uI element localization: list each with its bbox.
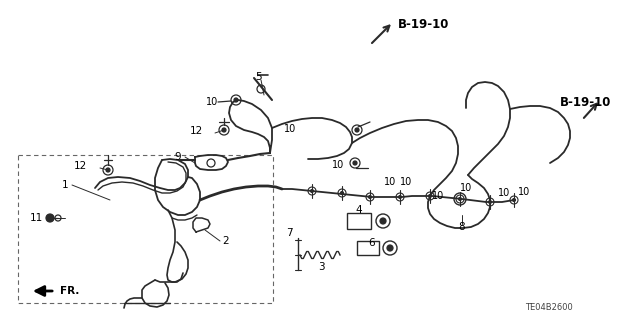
Text: 9: 9 <box>174 152 181 162</box>
Text: TE04B2600: TE04B2600 <box>525 303 573 313</box>
Circle shape <box>399 196 401 198</box>
Circle shape <box>106 168 110 172</box>
Circle shape <box>387 245 393 251</box>
Circle shape <box>429 195 431 197</box>
Circle shape <box>380 218 386 224</box>
Text: 10: 10 <box>518 187 531 197</box>
Text: 10: 10 <box>284 124 296 134</box>
Circle shape <box>488 201 492 204</box>
Circle shape <box>222 128 226 132</box>
Text: 10: 10 <box>205 97 218 107</box>
Circle shape <box>234 98 238 102</box>
Text: FR.: FR. <box>60 286 79 296</box>
Text: 12: 12 <box>74 161 87 171</box>
Text: 8: 8 <box>459 222 465 232</box>
Circle shape <box>369 196 371 198</box>
Circle shape <box>46 214 54 222</box>
Text: 10: 10 <box>432 191 444 201</box>
Circle shape <box>458 197 461 201</box>
Text: 7: 7 <box>286 228 292 238</box>
Text: 10: 10 <box>460 183 472 193</box>
Text: 4: 4 <box>355 205 362 215</box>
Circle shape <box>353 161 357 165</box>
Circle shape <box>513 198 515 202</box>
Text: 12: 12 <box>189 126 203 136</box>
Text: B-19-10: B-19-10 <box>560 97 611 109</box>
Text: 10: 10 <box>384 177 396 187</box>
Text: B-19-10: B-19-10 <box>398 19 449 32</box>
Text: 6: 6 <box>368 238 374 248</box>
Text: 5: 5 <box>255 72 261 82</box>
Circle shape <box>340 191 344 195</box>
Circle shape <box>355 128 359 132</box>
Text: 3: 3 <box>318 262 324 272</box>
Text: 1: 1 <box>61 180 68 190</box>
Circle shape <box>310 189 314 192</box>
Text: 10: 10 <box>498 188 510 198</box>
Text: 2: 2 <box>222 236 228 246</box>
Text: 10: 10 <box>332 160 344 170</box>
Text: 10: 10 <box>400 177 412 187</box>
Text: 11: 11 <box>30 213 44 223</box>
